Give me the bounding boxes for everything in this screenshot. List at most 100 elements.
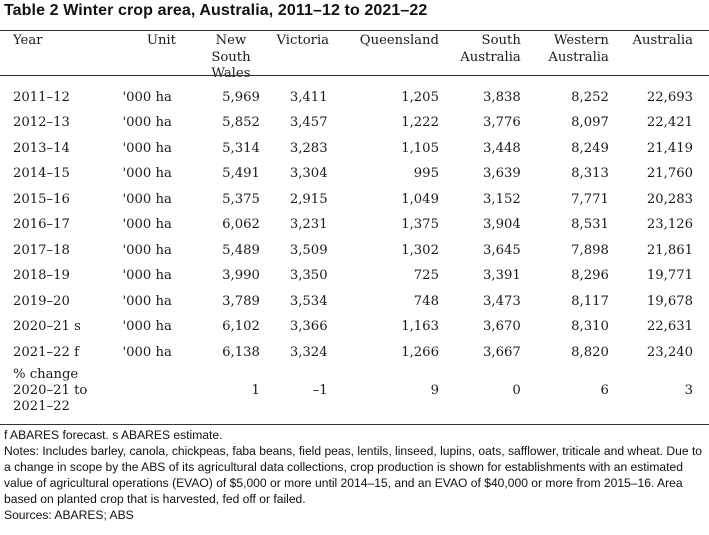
cell-unit: '000 ha (122, 319, 172, 334)
cell-year: 2018–19 (13, 268, 70, 283)
cell-qld: 1,222 (401, 115, 439, 130)
cell-sa: 3,152 (483, 191, 521, 207)
cell-nsw: 5,969 (222, 89, 260, 105)
cell-year: 2011–12 (13, 89, 70, 105)
cell-wa: 8,310 (571, 319, 609, 334)
table-row: 2012–13 '000 ha 5,852 3,457 1,222 3,776 8,097 2… (0, 110, 709, 136)
cell-nsw: 5,491 (222, 166, 260, 181)
table-row: 2019–20 '000 ha 3,789 3,534 748 3,473 8,117 19,… (0, 289, 709, 315)
table-title: Table 2 Winter crop area, Australia, 201… (4, 2, 428, 19)
cell-nsw: 5,489 (222, 242, 260, 258)
bottom-rule (0, 424, 709, 425)
cell-nsw: 3,789 (222, 293, 260, 309)
cell-sa: 3,667 (483, 344, 521, 360)
cell-qld: 1,163 (401, 319, 439, 334)
cell-aus: 23,126 (646, 217, 693, 232)
table-row: 2017–18 '000 ha 5,489 3,509 1,302 3,645 7,898 2… (0, 238, 709, 264)
cell-sa: 3,473 (483, 293, 521, 309)
col-header-year: Year (13, 33, 43, 48)
cell-vic: 3,457 (289, 115, 328, 130)
table-row: 2021–22 f '000 ha 6,138 3,324 1,266 3,667 8,82… (0, 340, 709, 366)
cell-nsw: 5,852 (222, 115, 260, 130)
cell-wa: 8,117 (571, 293, 609, 309)
table-row: 2016–17 '000 ha 6,062 3,231 1,375 3,904 8,531 2… (0, 212, 709, 238)
cell-qld: 1,375 (401, 217, 439, 232)
cell-aus: 21,760 (646, 166, 693, 181)
header-row: Year Unit New South Wales Victoria Queen… (0, 33, 709, 83)
cell-qld: 1,049 (401, 191, 439, 207)
cell-wa: 8,097 (571, 115, 609, 130)
cell-aus: 20,283 (646, 191, 693, 207)
cell-wa: 8,820 (571, 344, 609, 360)
col-header-sa: South Australia (460, 33, 521, 65)
cell-year: 2013–14 (13, 140, 70, 156)
cell-unit: '000 ha (122, 89, 172, 105)
cell-change-nsw: 1 (251, 383, 260, 398)
cell-sa: 3,776 (483, 115, 521, 130)
cell-unit: '000 ha (122, 344, 172, 360)
change-label-line: 2020–21 to (13, 383, 88, 398)
col-header-nsw: New South Wales (211, 33, 251, 81)
cell-aus: 22,421 (646, 115, 693, 130)
cell-sa: 3,391 (483, 268, 521, 283)
cell-aus: 23,240 (646, 344, 693, 360)
cell-change-qld: 9 (430, 383, 439, 398)
cell-wa: 8,313 (571, 166, 609, 181)
cell-qld: 1,205 (401, 89, 439, 105)
cell-nsw: 6,102 (222, 319, 260, 334)
change-label-line: 2021–22 (13, 399, 70, 414)
cell-unit: '000 ha (122, 166, 172, 181)
cell-year: 2017–18 (13, 242, 70, 258)
cell-qld: 748 (413, 293, 439, 309)
cell-change-aus: 3 (684, 383, 693, 398)
cell-year: 2015–16 (13, 191, 70, 207)
cell-aus: 19,678 (646, 293, 693, 309)
col-header-vic: Victoria (276, 33, 330, 48)
cell-vic: 3,304 (289, 166, 328, 181)
cell-sa: 3,670 (483, 319, 521, 334)
cell-year: 2016–17 (13, 217, 70, 232)
cell-sa: 3,904 (483, 217, 521, 232)
change-label-line: % change (13, 367, 79, 382)
cell-wa: 8,252 (571, 89, 609, 105)
cell-vic: 3,509 (289, 242, 328, 258)
table-row: 2014–15 '000 ha 5,491 3,304 995 3,639 8,313 21,… (0, 161, 709, 187)
cell-unit: '000 ha (122, 140, 172, 156)
cell-vic: 3,231 (289, 217, 328, 232)
cell-vic: 3,366 (289, 319, 328, 334)
cell-vic: 3,350 (289, 268, 328, 283)
cell-unit: '000 ha (122, 242, 172, 258)
cell-nsw: 3,990 (222, 268, 260, 283)
cell-change-vic: –1 (312, 383, 328, 398)
cell-year: 2012–13 (13, 115, 70, 130)
cell-qld: 725 (413, 268, 439, 283)
header-rule (0, 75, 709, 76)
cell-vic: 3,324 (289, 344, 328, 360)
cell-change-sa: 0 (512, 383, 521, 398)
cell-nsw: 5,314 (222, 140, 260, 156)
cell-aus: 19,771 (646, 268, 693, 283)
data-table: Year Unit New South Wales Victoria Queen… (0, 33, 709, 437)
cell-sa: 3,645 (483, 242, 521, 258)
cell-wa: 8,249 (571, 140, 609, 156)
footnote-notes: Notes: Includes barley, canola, chickpea… (4, 444, 703, 506)
table-row: 2011–12 '000 ha 5,969 3,411 1,205 3,838 8,252 2… (0, 83, 709, 111)
table-row: 2018–19 '000 ha 3,990 3,350 725 3,391 8,296 19,… (0, 263, 709, 289)
table-row: 2013–14 '000 ha 5,314 3,283 1,105 3,448 8,249 2… (0, 136, 709, 162)
cell-aus: 22,631 (646, 319, 693, 334)
cell-qld: 1,302 (401, 242, 439, 258)
col-header-unit: Unit (146, 33, 176, 48)
cell-wa: 8,531 (571, 217, 609, 232)
cell-aus: 21,861 (646, 242, 693, 258)
cell-unit: '000 ha (122, 115, 172, 130)
cell-sa: 3,838 (483, 89, 521, 105)
cell-sa: 3,448 (483, 140, 521, 156)
cell-change-wa: 6 (600, 383, 609, 398)
cell-unit: '000 ha (122, 217, 172, 232)
cell-year: 2019–20 (13, 293, 70, 309)
col-header-qld: Queensland (359, 33, 439, 48)
cell-vic: 3,411 (289, 89, 328, 105)
cell-vic: 3,283 (289, 140, 328, 156)
cell-aus: 22,693 (646, 89, 693, 105)
cell-unit: '000 ha (122, 268, 172, 283)
